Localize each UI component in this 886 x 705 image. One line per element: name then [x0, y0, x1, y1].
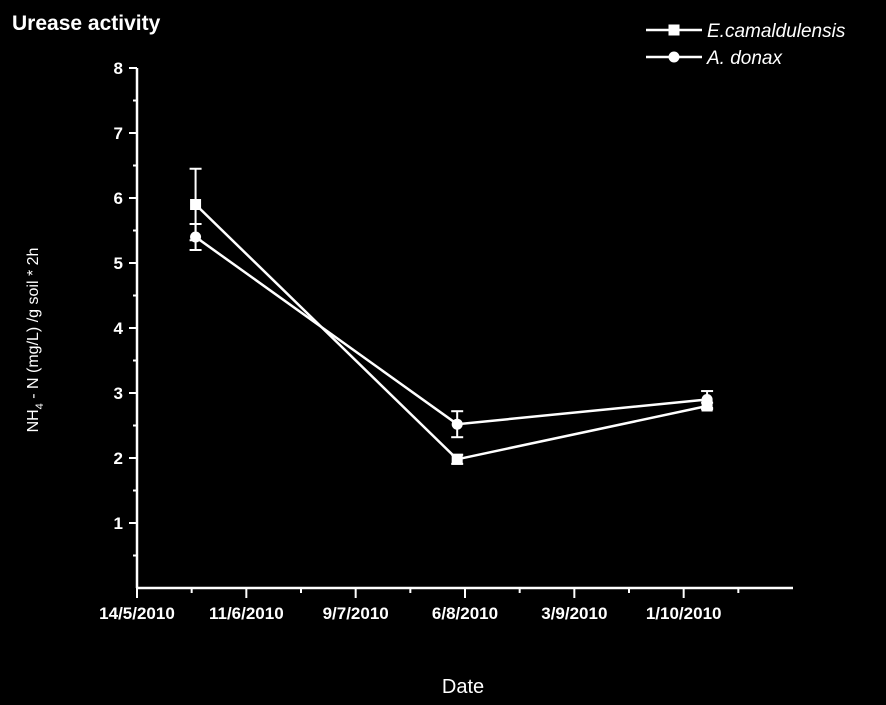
- legend-item-e-camaldulensis: E.camaldulensis: [646, 21, 846, 42]
- y-tick-label: 4: [114, 319, 124, 338]
- x-tick-label: 11/6/2010: [209, 604, 284, 623]
- y-axis-title-prefix: NH: [25, 409, 42, 432]
- data-point-circle: [190, 231, 202, 243]
- y-axis-title: NH4 - N (mg/L) /g soil * 2h: [25, 248, 46, 433]
- legend-marker-square: [668, 24, 680, 36]
- y-tick-label: 3: [114, 384, 123, 403]
- x-tick-labels: 14/5/2010 11/6/2010 9/7/2010 6/8/2010 3/9/20…: [99, 604, 721, 623]
- x-axis-title: Date: [442, 676, 484, 698]
- legend-item-a-donax: A. donax: [646, 48, 783, 69]
- y-tick-label: 8: [114, 59, 123, 78]
- legend: E.camaldulensis A. donax: [646, 21, 846, 69]
- legend-marker-circle: [668, 51, 680, 63]
- series-line-a-donax: [194, 235, 708, 426]
- data-point-circle: [451, 418, 463, 430]
- chart-title: Urease activity: [12, 12, 161, 35]
- y-axis-title-rest: - N (mg/L) /g soil * 2h: [25, 248, 42, 404]
- y-tick-label: 7: [114, 124, 123, 143]
- axes: [129, 67, 793, 598]
- y-tick-label: 6: [114, 189, 123, 208]
- legend-label-e-camaldulensis: E.camaldulensis: [707, 21, 846, 42]
- x-tick-label: 1/10/2010: [646, 604, 722, 623]
- legend-label-a-donax: A. donax: [706, 48, 783, 69]
- y-tick-labels: 1 2 3 4 5 6 7 8: [114, 59, 124, 533]
- x-tick-label: 6/8/2010: [432, 604, 498, 623]
- y-tick-label: 5: [114, 254, 123, 273]
- x-tick-label: 14/5/2010: [99, 604, 175, 623]
- data-point-square: [190, 199, 202, 210]
- y-axis-title-subscript: 4: [34, 403, 46, 409]
- data-point-circle: [701, 394, 713, 405]
- x-tick-label: 3/9/2010: [541, 604, 607, 623]
- y-tick-label: 2: [114, 449, 123, 468]
- x-tick-label: 9/7/2010: [323, 604, 389, 623]
- data-point-square: [451, 453, 463, 465]
- series-layer: [189, 167, 714, 465]
- y-tick-label: 1: [114, 514, 123, 533]
- series-a-donax: [189, 223, 714, 439]
